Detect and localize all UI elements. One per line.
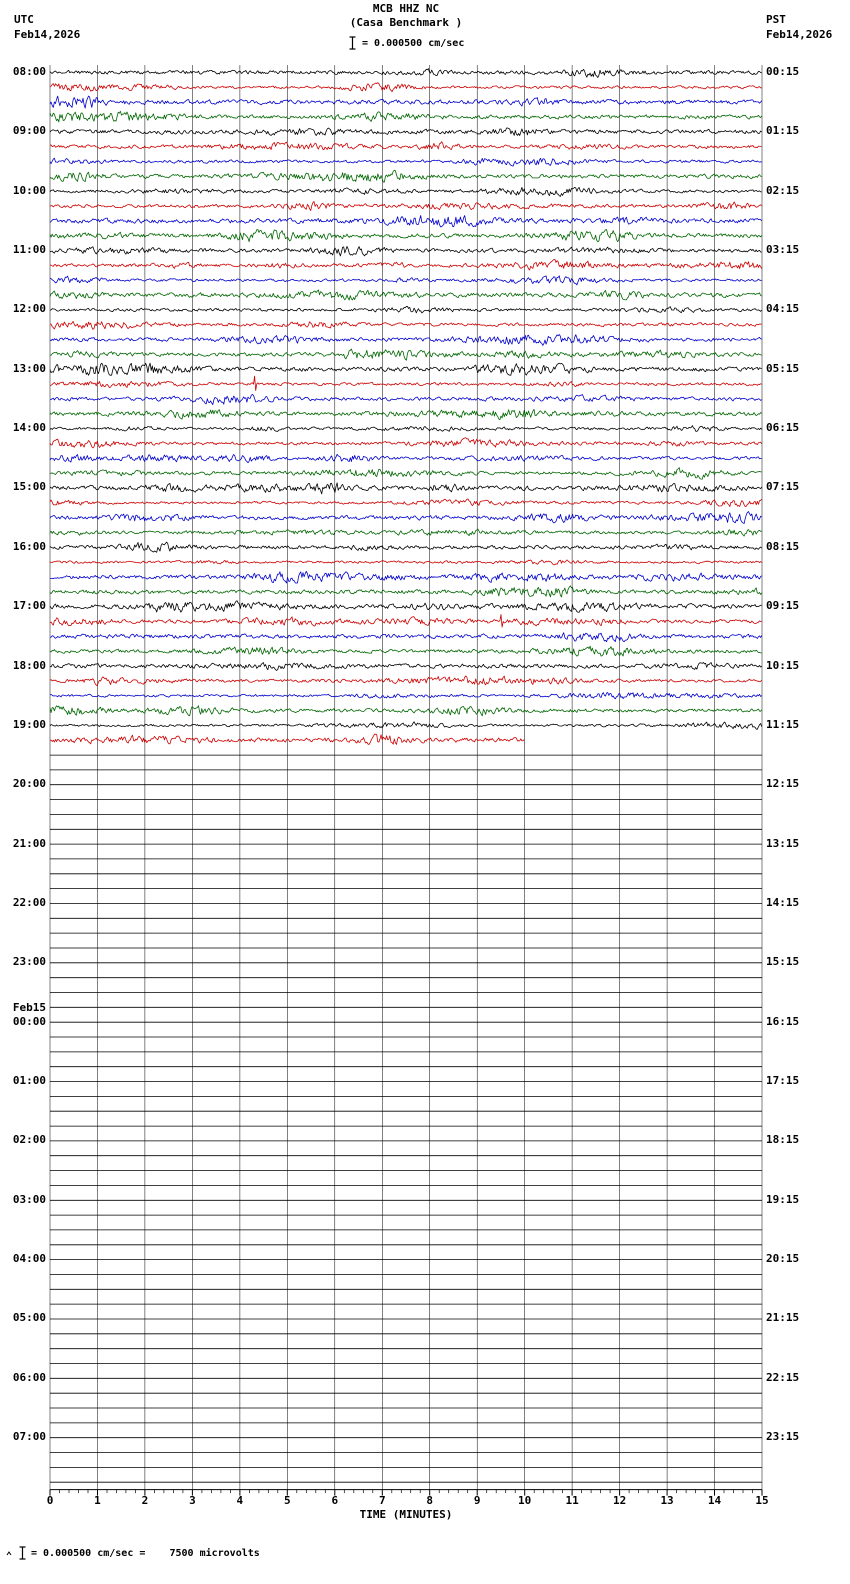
utc-hour-label: 05:00 — [12, 1311, 46, 1325]
pst-hour-label: 10:15 — [766, 658, 800, 672]
pst-hour-label: 03:15 — [766, 243, 800, 256]
utc-hour-label: 00:00 — [12, 1014, 46, 1028]
utc-hour-label: 18:00 — [12, 658, 46, 672]
pst-date: Feb14,2026 — [766, 28, 833, 41]
pst-hour-label: 12:15 — [766, 777, 800, 791]
x-tick-label: 1 — [94, 1494, 101, 1507]
pst-hour-label: 00:15 — [766, 64, 800, 78]
pst-hour-label: 22:15 — [766, 1370, 800, 1384]
x-tick-label: 13 — [660, 1494, 674, 1507]
pst-hour-label: 21:15 — [766, 1311, 800, 1325]
utc-hour-label: 19:00 — [12, 717, 46, 731]
pst-header: PST Feb14,2026 — [766, 12, 832, 42]
utc-hour-label: 21:00 — [12, 836, 46, 850]
pst-hour-label: 07:15 — [766, 480, 800, 494]
x-tick-label: 6 — [331, 1494, 339, 1507]
utc-hour-label: 13:00 — [12, 361, 46, 375]
pst-label: PST — [766, 13, 786, 26]
pst-hour-label: 08:15 — [766, 539, 800, 553]
utc-hour-label: 22:00 — [12, 895, 46, 909]
station-title: MCB HHZ NC — [372, 2, 440, 15]
x-tick-label: 0 — [46, 1494, 54, 1507]
pst-hour-label: 23:15 — [766, 1430, 800, 1444]
scale-label: = 0.000500 cm/sec — [362, 37, 465, 49]
x-tick-label: 10 — [518, 1494, 532, 1507]
x-tick-label: 12 — [612, 1494, 627, 1507]
utc-hour-label: 20:00 — [12, 777, 46, 791]
wave-icon — [6, 1551, 12, 1556]
utc-hour-label: 06:00 — [12, 1370, 46, 1384]
x-tick-label: 5 — [284, 1494, 291, 1507]
scale-bar-icon — [349, 36, 356, 50]
footer-bar-icon — [19, 1546, 26, 1560]
pst-hour-label: 05:15 — [766, 361, 800, 375]
title-block: MCB HHZ NC (Casa Benchmark ) — [50, 2, 762, 30]
utc-header: UTC Feb14,2026 — [14, 12, 80, 42]
utc-hour-label: 08:00 — [12, 64, 46, 78]
pst-hour-label: 17:15 — [766, 1074, 800, 1088]
pst-hour-label: 09:15 — [766, 599, 800, 613]
station-subtitle: (Casa Benchmark ) — [349, 16, 463, 29]
x-axis-title: TIME (MINUTES) — [359, 1508, 453, 1521]
utc-hour-label: 09:00 — [12, 124, 46, 138]
x-tick-label: 14 — [707, 1494, 722, 1507]
utc-hour-label: 01:00 — [12, 1074, 46, 1088]
pst-hour-label: 20:15 — [766, 1252, 800, 1266]
pst-hour-label: 19:15 — [766, 1192, 800, 1206]
utc-hour-label: 16:00 — [12, 539, 46, 553]
footer-text: = 0.000500 cm/sec = 7500 microvolts — [31, 1547, 260, 1559]
utc-hour-label: 17:00 — [12, 599, 46, 613]
x-tick-label: 9 — [473, 1494, 481, 1507]
pst-hour-label: 06:15 — [766, 421, 800, 435]
x-tick-label: 3 — [189, 1494, 196, 1507]
utc-hour-label: 10:00 — [12, 183, 46, 197]
pst-hour-label: 01:15 — [766, 124, 800, 138]
utc-date: Feb14,2026 — [14, 28, 81, 41]
utc-hour-label: 07:00 — [12, 1430, 46, 1444]
pst-hour-label: 18:15 — [766, 1133, 800, 1147]
date-rollover-label: Feb15 — [12, 1000, 46, 1014]
x-tick-label: 2 — [141, 1494, 149, 1507]
utc-hour-label: 02:00 — [12, 1133, 46, 1147]
utc-hour-label: 03:00 — [12, 1192, 46, 1206]
x-tick-label: 15 — [755, 1494, 769, 1507]
footer-scale-note: = 0.000500 cm/sec = 7500 microvolts — [6, 1546, 260, 1560]
x-tick-label: 8 — [426, 1494, 434, 1507]
pst-hour-label: 02:15 — [766, 183, 800, 197]
pst-hour-label: 04:15 — [766, 302, 800, 316]
utc-hour-label: 12:00 — [12, 302, 46, 316]
pst-hour-label: 13:15 — [766, 836, 800, 850]
pst-hour-label: 14:15 — [766, 895, 800, 909]
x-tick-label: 4 — [236, 1494, 244, 1507]
scale-indicator: = 0.000500 cm/sec — [348, 36, 464, 50]
x-tick-label: 7 — [378, 1494, 386, 1507]
pst-hour-label: 16:15 — [766, 1014, 800, 1028]
utc-hour-label: 15:00 — [12, 480, 46, 494]
pst-hour-label: 11:15 — [766, 717, 800, 731]
x-tick-label: 11 — [565, 1494, 579, 1507]
utc-hour-label: 04:00 — [12, 1252, 46, 1266]
utc-hour-label: 11:00 — [12, 243, 46, 256]
utc-label: UTC — [14, 13, 34, 26]
utc-hour-label: 14:00 — [12, 421, 46, 435]
utc-hour-label: 23:00 — [12, 955, 46, 969]
pst-hour-label: 15:15 — [766, 955, 800, 969]
